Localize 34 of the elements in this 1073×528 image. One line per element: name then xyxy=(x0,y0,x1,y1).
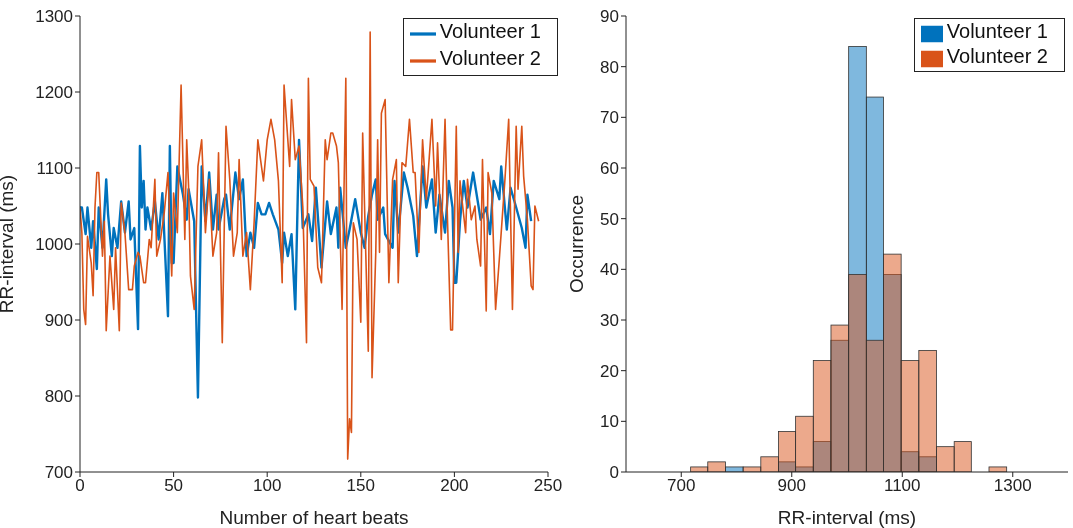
x-tick-label: 1300 xyxy=(993,476,1032,496)
y-tick-label: 30 xyxy=(600,311,619,331)
y-tick-label: 800 xyxy=(44,387,73,407)
y-tick-label: 900 xyxy=(44,311,73,331)
y-tick-label: 10 xyxy=(600,412,619,432)
y-tick-label: 1300 xyxy=(35,7,73,27)
legend-label: Volunteer 1 xyxy=(439,20,541,42)
y-tick-label: 50 xyxy=(600,209,619,229)
legend-label: Volunteer 1 xyxy=(946,20,1048,42)
y-tick-label: 1200 xyxy=(35,83,73,103)
x-tick-label: 900 xyxy=(777,476,806,496)
x-tick-label: 700 xyxy=(667,476,696,496)
line-series xyxy=(80,138,533,399)
x-tick-label: 1100 xyxy=(883,476,921,496)
x-tick-label: 150 xyxy=(346,476,375,496)
x-tick-label: 100 xyxy=(253,476,282,496)
y-tick-label: 0 xyxy=(609,463,619,483)
legend-label: Volunteer 2 xyxy=(946,44,1048,67)
y-tick-label: 40 xyxy=(600,260,619,280)
x-tick-label: 250 xyxy=(533,476,563,496)
x-axis-title: Number of heart beats xyxy=(219,507,409,528)
x-tick-label: 200 xyxy=(440,476,469,496)
y-tick-label: 700 xyxy=(44,463,73,483)
y-tick-label: 90 xyxy=(600,7,619,27)
y-tick-label: 20 xyxy=(600,361,619,381)
legend-label: Volunteer 2 xyxy=(439,46,541,69)
y-tick-label: 1100 xyxy=(36,159,73,179)
y-axis-title: Occurrence xyxy=(565,194,587,294)
x-axis-title: RR-interval (ms) xyxy=(777,507,917,528)
x-tick-label: 50 xyxy=(164,476,184,496)
y-tick-label: 1000 xyxy=(35,235,73,255)
y-tick-label: 60 xyxy=(600,159,619,179)
y-tick-label: 80 xyxy=(600,57,619,77)
y-tick-label: 70 xyxy=(600,108,619,128)
